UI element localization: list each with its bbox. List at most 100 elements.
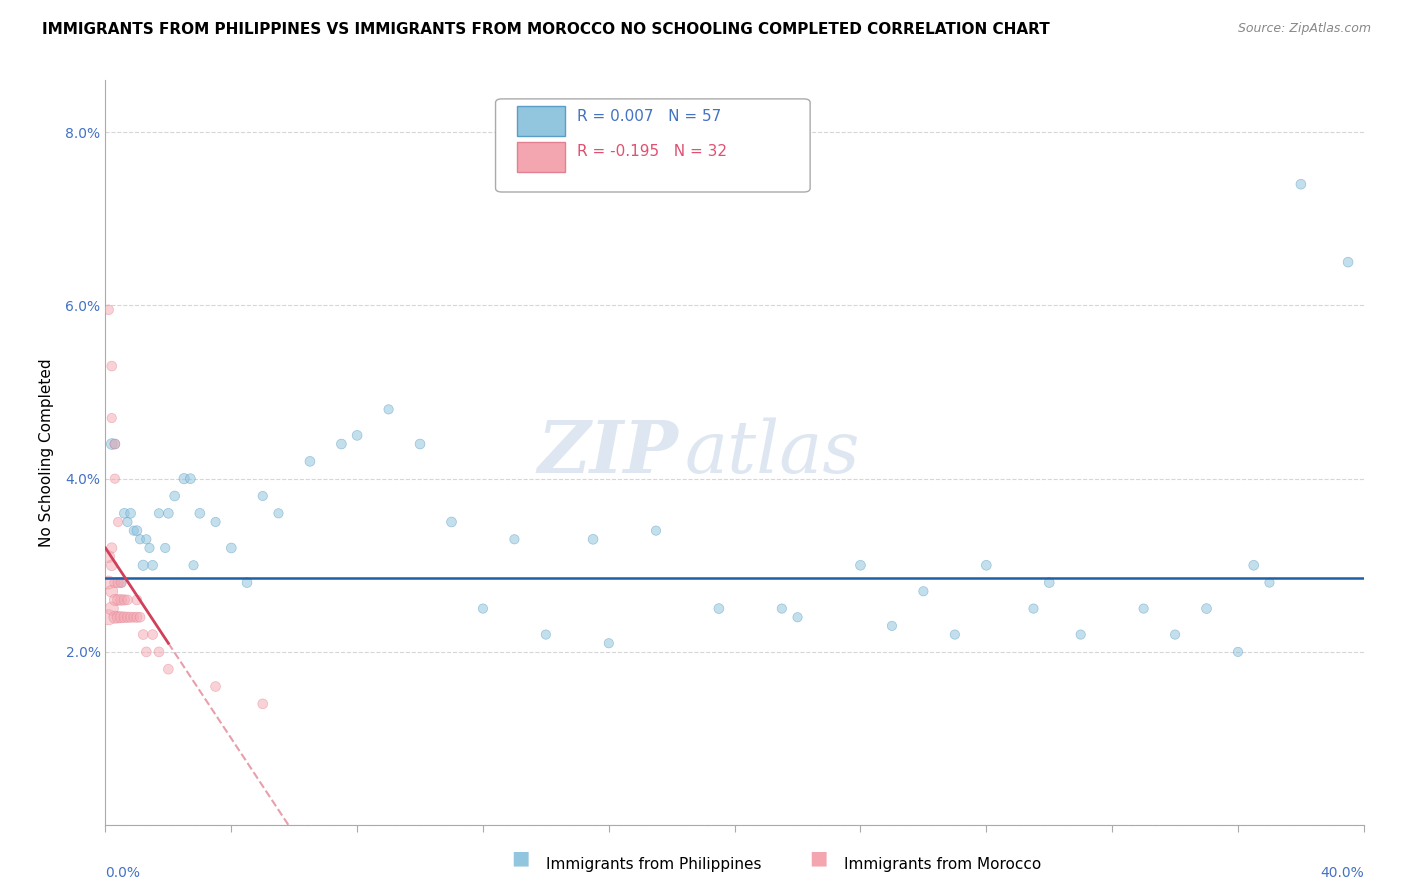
Point bbox=[770, 601, 793, 615]
Point bbox=[252, 697, 274, 711]
Point bbox=[110, 575, 132, 590]
Point bbox=[107, 575, 129, 590]
Y-axis label: No Schooling Completed: No Schooling Completed bbox=[39, 359, 55, 547]
Point bbox=[707, 601, 730, 615]
Point bbox=[107, 610, 129, 624]
Text: R = -0.195   N = 32: R = -0.195 N = 32 bbox=[578, 145, 727, 160]
Point bbox=[117, 515, 139, 529]
Point bbox=[100, 437, 122, 451]
Point bbox=[135, 645, 157, 659]
Point bbox=[117, 610, 139, 624]
Point bbox=[157, 506, 180, 520]
Point bbox=[97, 575, 120, 590]
Point bbox=[204, 680, 226, 694]
Point bbox=[179, 472, 201, 486]
Point bbox=[100, 359, 122, 373]
Point bbox=[252, 489, 274, 503]
Point bbox=[120, 610, 142, 624]
Point bbox=[204, 515, 226, 529]
Text: ZIP: ZIP bbox=[537, 417, 678, 488]
Point bbox=[120, 506, 142, 520]
Point bbox=[100, 584, 122, 599]
Point bbox=[183, 558, 205, 573]
Point bbox=[1243, 558, 1265, 573]
Point bbox=[1164, 627, 1187, 641]
Point bbox=[236, 575, 259, 590]
Point bbox=[110, 575, 132, 590]
Point bbox=[142, 627, 165, 641]
Point bbox=[148, 645, 170, 659]
Point bbox=[138, 541, 160, 555]
Point bbox=[104, 437, 127, 451]
Point bbox=[330, 437, 353, 451]
Point bbox=[976, 558, 998, 573]
Point bbox=[100, 411, 122, 425]
Point bbox=[122, 524, 145, 538]
Point bbox=[112, 593, 135, 607]
Point bbox=[1289, 178, 1312, 192]
Point bbox=[377, 402, 399, 417]
Point bbox=[298, 454, 321, 468]
Point bbox=[97, 549, 120, 564]
Text: IMMIGRANTS FROM PHILIPPINES VS IMMIGRANTS FROM MOROCCO NO SCHOOLING COMPLETED CO: IMMIGRANTS FROM PHILIPPINES VS IMMIGRANT… bbox=[42, 22, 1050, 37]
Point bbox=[1258, 575, 1281, 590]
Point bbox=[107, 593, 129, 607]
Point bbox=[786, 610, 808, 624]
Point bbox=[880, 619, 903, 633]
Point bbox=[104, 610, 127, 624]
Point bbox=[112, 506, 135, 520]
Point bbox=[129, 533, 152, 547]
Point bbox=[112, 610, 135, 624]
Point bbox=[155, 541, 177, 555]
Point bbox=[1226, 645, 1249, 659]
Point bbox=[912, 584, 935, 599]
Point bbox=[943, 627, 966, 641]
Point bbox=[125, 593, 148, 607]
Point bbox=[1038, 575, 1060, 590]
Point bbox=[100, 558, 122, 573]
Bar bbox=[517, 142, 565, 172]
Point bbox=[1337, 255, 1360, 269]
Point bbox=[471, 601, 495, 615]
Point bbox=[142, 558, 165, 573]
Point bbox=[107, 515, 129, 529]
Point bbox=[104, 575, 127, 590]
Point bbox=[125, 610, 148, 624]
Point bbox=[267, 506, 290, 520]
Point bbox=[148, 506, 170, 520]
Point bbox=[582, 533, 605, 547]
Point bbox=[97, 610, 120, 624]
Text: Immigrants from Morocco: Immigrants from Morocco bbox=[844, 857, 1040, 872]
Point bbox=[188, 506, 211, 520]
Point bbox=[100, 601, 122, 615]
Text: 0.0%: 0.0% bbox=[105, 866, 141, 880]
Point bbox=[440, 515, 463, 529]
Point bbox=[104, 593, 127, 607]
Point bbox=[97, 302, 120, 317]
Point bbox=[157, 662, 180, 676]
Text: R = 0.007   N = 57: R = 0.007 N = 57 bbox=[578, 109, 721, 124]
Point bbox=[219, 541, 242, 555]
Bar bbox=[517, 106, 565, 136]
Point bbox=[849, 558, 872, 573]
Point bbox=[503, 533, 526, 547]
Point bbox=[163, 489, 186, 503]
Point bbox=[645, 524, 668, 538]
Point bbox=[132, 627, 155, 641]
Point bbox=[534, 627, 557, 641]
Point bbox=[1132, 601, 1154, 615]
Text: 40.0%: 40.0% bbox=[1320, 866, 1364, 880]
Point bbox=[110, 593, 132, 607]
Point bbox=[173, 472, 195, 486]
Text: Immigrants from Philippines: Immigrants from Philippines bbox=[546, 857, 761, 872]
Point bbox=[104, 437, 127, 451]
Point bbox=[135, 533, 157, 547]
Point bbox=[129, 610, 152, 624]
Text: atlas: atlas bbox=[685, 417, 860, 488]
Point bbox=[409, 437, 432, 451]
Point bbox=[122, 610, 145, 624]
Point bbox=[346, 428, 368, 442]
Point bbox=[132, 558, 155, 573]
Text: ■: ■ bbox=[808, 849, 828, 868]
Point bbox=[598, 636, 620, 650]
